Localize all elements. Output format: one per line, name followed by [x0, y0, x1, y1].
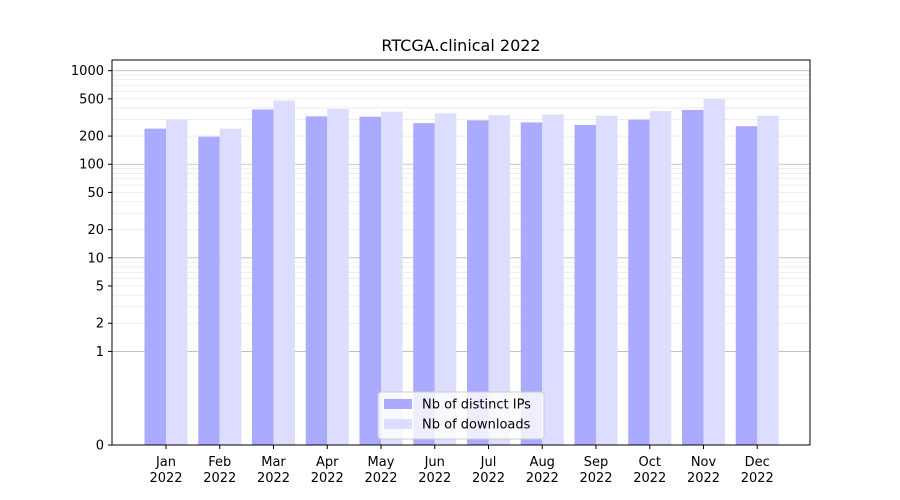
y-tick-label: 5: [96, 280, 104, 295]
x-tick-label-month: Jan: [155, 455, 176, 470]
bar-distinct-ips: [628, 119, 650, 446]
x-tick-label-year: 2022: [203, 471, 236, 486]
x-tick-label-year: 2022: [257, 471, 290, 486]
x-tick-label-year: 2022: [741, 471, 774, 486]
bar-distinct-ips: [413, 123, 435, 446]
bar-distinct-ips: [359, 116, 381, 445]
legend-box: [377, 391, 545, 440]
bar-distinct-ips: [305, 116, 328, 445]
x-tick-label-month: May: [368, 455, 395, 470]
y-tick-label: 1000: [71, 64, 104, 79]
bar-downloads: [596, 115, 618, 445]
x-tick-label-month: Jun: [424, 455, 445, 470]
x-tick-label-year: 2022: [687, 471, 720, 486]
legend: Nb of distinct IPs Nb of downloads: [377, 391, 545, 440]
y-tick-label: 200: [79, 130, 104, 145]
x-tick-label-month: Dec: [745, 455, 770, 470]
bars-layer: [144, 98, 779, 446]
legend-swatch: [384, 419, 412, 429]
bar-distinct-ips: [144, 128, 166, 445]
bar-distinct-ips: [574, 124, 596, 445]
bar-distinct-ips: [735, 126, 758, 445]
bar-downloads: [434, 113, 457, 446]
bar-downloads: [381, 111, 403, 445]
x-tick-label-year: 2022: [311, 471, 344, 486]
y-tick-label: 100: [79, 158, 104, 173]
chart-title: RTCGA.clinical 2022: [381, 36, 540, 55]
x-tick-label-year: 2022: [418, 471, 451, 486]
y-tick-label: 2: [96, 317, 104, 332]
x-tick-label-month: Oct: [639, 455, 661, 470]
bar-downloads: [219, 128, 242, 445]
x-tick-label-year: 2022: [149, 471, 182, 486]
plot-frame: [111, 59, 811, 446]
x-tick-label-month: Aug: [530, 455, 555, 470]
bar-downloads: [703, 98, 725, 446]
bar-distinct-ips: [520, 122, 543, 445]
x-tick-label-year: 2022: [364, 471, 397, 486]
x-tick-label-year: 2022: [633, 471, 666, 486]
x-tick-label-month: Apr: [316, 455, 339, 470]
legend-label: Nb of downloads: [422, 418, 531, 433]
x-tick-label-year: 2022: [472, 471, 505, 486]
bar-downloads: [327, 108, 349, 446]
legend-label: Nb of distinct IPs: [422, 398, 531, 413]
x-tick-label-month: Sep: [584, 455, 609, 470]
legend-swatch: [384, 399, 412, 409]
y-tick-label: 1: [96, 345, 104, 360]
bar-downloads: [166, 119, 188, 446]
y-tick-label: 50: [87, 186, 104, 201]
bar-distinct-ips: [252, 109, 274, 445]
x-tick-label-month: Jul: [480, 455, 497, 470]
x-tick-label-year: 2022: [579, 471, 612, 486]
y-axis: 0 1 2 5 10 20 50 100 200 500 1000: [71, 64, 112, 454]
bar-downloads: [649, 111, 672, 445]
bar-downloads: [542, 114, 564, 445]
bar-downloads: [757, 115, 779, 445]
bar-downloads: [488, 115, 510, 446]
bar-distinct-ips: [467, 120, 489, 445]
x-axis: Jan2022Feb2022Mar2022Apr2022May2022Jun20…: [149, 445, 774, 486]
bar-downloads: [273, 100, 295, 445]
bar-distinct-ips: [198, 136, 220, 445]
x-tick-label-year: 2022: [526, 471, 559, 486]
y-tick-label: 0: [96, 439, 104, 454]
y-tick-label: 500: [79, 92, 104, 107]
x-tick-label-month: Nov: [691, 455, 717, 470]
bar-distinct-ips: [682, 109, 704, 446]
x-tick-label-month: Mar: [261, 455, 286, 470]
y-tick-label: 10: [87, 251, 104, 266]
x-tick-label-month: Feb: [208, 455, 231, 470]
y-tick-label: 20: [87, 223, 104, 238]
